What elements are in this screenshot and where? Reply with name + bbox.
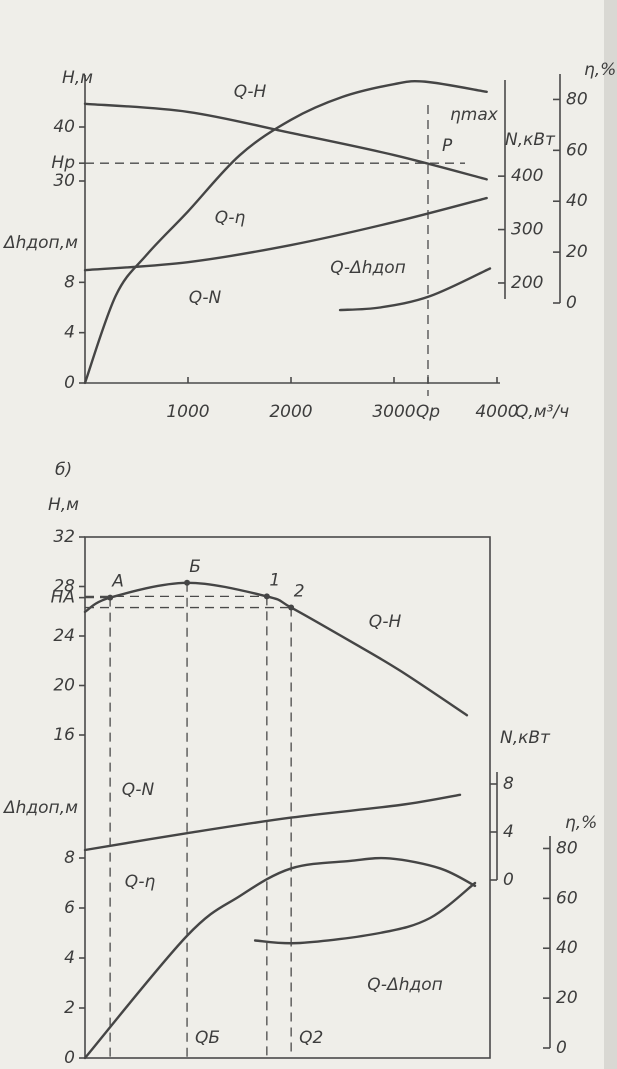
y2-tick-label: 4 — [64, 323, 75, 343]
plot-frame — [84, 536, 491, 1059]
y3-tick-label: 0 — [503, 870, 514, 890]
point — [107, 594, 114, 601]
y-tick-label: HA — [51, 588, 75, 608]
curve — [83, 793, 462, 852]
y4-tick-label: 0 — [556, 1038, 567, 1058]
y4-tick-label: 60 — [566, 140, 588, 160]
page-edge — [604, 0, 617, 1069]
curve-label: Q-N — [189, 288, 222, 308]
y4-axis-label: η,% — [565, 813, 597, 833]
y-axis-label: H,м — [48, 495, 79, 515]
y4-tick-label: 80 — [566, 89, 588, 109]
y4-tick-label: 60 — [556, 888, 578, 908]
curve — [83, 856, 477, 1060]
y-tick-label: Hp — [51, 153, 75, 173]
y-tick-label: 30 — [53, 171, 75, 191]
y2-axis-label: Δhдоп,м — [2, 798, 78, 818]
x-tick-label: 4000 — [475, 402, 518, 422]
y-tick-label: 32 — [53, 527, 75, 547]
y3-axis-label: N,кВт — [505, 130, 556, 150]
y3-tick-label: 8 — [503, 774, 514, 794]
x-tick-label: 3000 — [372, 402, 415, 422]
y2-tick-label: 2 — [64, 998, 75, 1018]
y3-axis-label: N,кВт — [500, 728, 551, 748]
y2-tick-label: 0 — [64, 373, 75, 393]
curve-label: Q-H — [369, 612, 402, 632]
y4-tick-label: 80 — [556, 838, 578, 858]
x-tick-label: 1000 — [166, 402, 209, 422]
x-tick-label: Qp — [416, 402, 440, 422]
y2-tick-label: 8 — [64, 272, 75, 292]
x-tick-label: Q2 — [299, 1028, 323, 1048]
y2-tick-label: 0 — [64, 1048, 75, 1068]
annotation: P — [442, 136, 453, 156]
y3-tick-label: 4 — [503, 822, 514, 842]
curve-label: Q-Δhдоп — [367, 975, 443, 995]
y-tick-label: 16 — [53, 725, 75, 745]
y4-tick-label: 40 — [556, 938, 578, 958]
curve-label: Q-η — [125, 872, 156, 892]
panel-label: б) — [55, 460, 72, 480]
curve-label: Q-Δhдоп — [330, 258, 406, 278]
point — [184, 579, 191, 586]
curve — [338, 267, 492, 312]
y-tick-label: 40 — [53, 117, 75, 137]
y4-axis-label: η,% — [584, 60, 616, 80]
y4-tick-label: 0 — [566, 293, 577, 313]
curve — [83, 196, 488, 272]
y3-tick-label: 400 — [511, 166, 543, 186]
point-label: A — [111, 572, 124, 592]
y4-tick-label: 40 — [566, 191, 588, 211]
y3-tick-label: 200 — [511, 273, 543, 293]
curve-label: Q-η — [215, 208, 246, 228]
y-tick-label: 20 — [53, 676, 75, 696]
y3-tick-label: 300 — [511, 220, 543, 240]
y2-tick-label: 8 — [64, 848, 75, 868]
curve-label: Q-N — [122, 780, 155, 800]
y2-tick-label: 6 — [64, 898, 75, 918]
curve-label: Q-H — [234, 82, 267, 102]
point-label: 2 — [294, 582, 305, 602]
y4-tick-label: 20 — [556, 988, 578, 1008]
y2-tick-label: 4 — [64, 948, 75, 968]
point-label: Б — [189, 557, 201, 577]
curve — [83, 102, 488, 181]
curve — [83, 79, 488, 385]
point — [288, 604, 295, 611]
x-axis-label: Q,м³/ч — [515, 402, 569, 422]
point-label: 1 — [269, 570, 280, 590]
y2-axis-label: Δhдоп,м — [2, 233, 78, 253]
point — [263, 593, 270, 600]
curve — [83, 581, 469, 717]
curve — [253, 881, 477, 945]
y-tick-label: 24 — [53, 626, 75, 646]
y-tick-label: 28 — [53, 577, 75, 597]
y4-tick-label: 20 — [566, 242, 588, 262]
annotation: ηmax — [450, 105, 499, 125]
y-axis-label: H,м — [62, 68, 93, 88]
x-tick-label: 2000 — [269, 402, 312, 422]
x-tick-label: QБ — [195, 1028, 220, 1048]
